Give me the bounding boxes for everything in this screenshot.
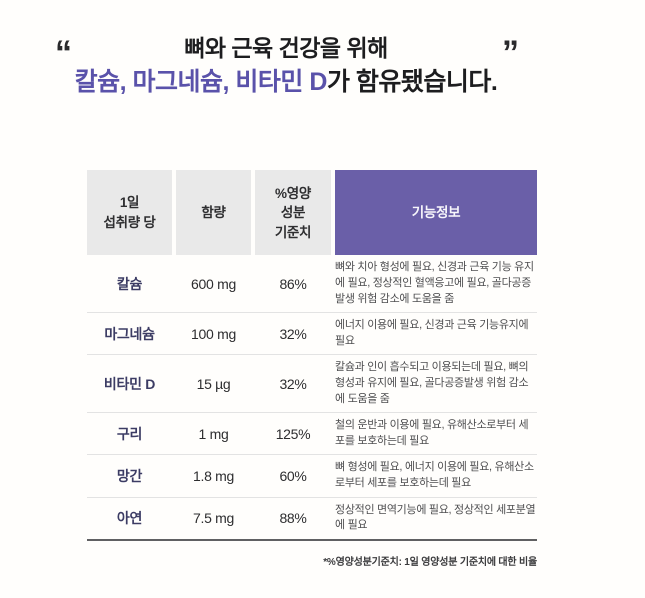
nutrient-amount: 7.5 mg — [193, 510, 234, 527]
row-divider — [87, 354, 537, 356]
close-quote-mark: ” — [502, 34, 519, 72]
table-row-calcium: 칼슘 600 mg 86% 뼈와 치아 형성에 필요, 신경과 근육 기능 유지… — [87, 255, 537, 312]
title-line-2: 칼슘, 마그네슘, 비타민 D가 함유됐습니다. — [55, 66, 517, 99]
nutrient-name: 구리 — [116, 425, 143, 442]
nutrient-amount: 100 mg — [191, 325, 236, 342]
title-line-1: 뼈와 근육 건강을 위해 — [184, 35, 388, 61]
nutrient-daily-value: 86% — [279, 275, 307, 292]
nutrient-amount: 600 mg — [191, 275, 236, 292]
header-per-daily-intake: 1일 섭취량 당 — [87, 170, 172, 256]
row-divider — [87, 454, 537, 456]
table-header-row: 1일 섭취량 당 함량 %영양 성분 기준치 기능정보 — [87, 170, 537, 256]
table-row-copper: 구리 1 mg 125% 철의 운반과 이용에 필요, 유해산소로부터 세포를 … — [87, 413, 537, 454]
header-amount: 함량 — [176, 170, 251, 256]
nutrient-daily-value: 32% — [279, 375, 307, 392]
row-divider — [87, 312, 537, 314]
nutrient-daily-value: 32% — [279, 325, 307, 342]
table-row-manganese: 망간 1.8 mg 60% 뼈 형성에 필요, 에너지 이용에 필요, 유해산소… — [87, 455, 537, 496]
title-block: “ ” 뼈와 근육 건강을 위해 칼슘, 마그네슘, 비타민 D가 함유됐습니다… — [55, 34, 519, 99]
nutrient-name: 칼슘 — [116, 275, 143, 292]
row-divider — [87, 412, 537, 414]
daily-value-footnote: *%영양성분기준치: 1일 영양성분 기준치에 대한 비율 — [323, 556, 537, 568]
nutrient-name: 비타민 D — [103, 375, 156, 392]
nutrient-daily-value: 125% — [275, 425, 311, 442]
title-highlight-nutrients: 칼슘, 마그네슘, 비타민 D — [74, 67, 328, 96]
table-row-magnesium: 마그네슘 100 mg 32% 에너지 이용에 필요, 신경과 근육 기능유지에… — [87, 313, 537, 354]
nutrient-function-info: 철의 운반과 이용에 필요, 유해산소로부터 세포를 보호하는데 필요 — [335, 419, 529, 447]
header-function-info: 기능정보 — [335, 170, 537, 256]
nutrient-function-info: 칼슘과 인이 흡수되고 이용되는데 필요, 뼈의 형성과 유지에 필요, 골다공… — [335, 361, 529, 405]
open-quote-mark: “ — [55, 34, 72, 72]
table-bottom-border — [87, 538, 537, 541]
title-rest: 가 함유됐습니다. — [326, 67, 498, 96]
nutrient-amount: 15 µg — [196, 375, 231, 392]
nutrient-function-info: 정상적인 면역기능에 필요, 정상적인 세포분열에 필요 — [335, 503, 536, 532]
nutrient-function-info: 뼈와 치아 형성에 필요, 신경과 근육 기능 유지에 필요, 정상적인 혈액응… — [335, 261, 534, 305]
nutrient-name: 마그네슘 — [104, 325, 155, 342]
nutrient-function-info: 뼈 형성에 필요, 에너지 이용에 필요, 유해산소로부터 세포를 보호하는데 … — [335, 461, 534, 490]
nutrient-function-info: 에너지 이용에 필요, 신경과 근육 기능유지에 필요 — [335, 319, 529, 347]
header-percent-daily-value: %영양 성분 기준치 — [255, 170, 331, 256]
table-row-vitamin-d: 비타민 D 15 µg 32% 칼슘과 인이 흡수되고 이용되는데 필요, 뼈의… — [87, 355, 537, 412]
nutrient-amount: 1.8 mg — [193, 468, 234, 485]
nutrient-name: 아연 — [116, 510, 143, 527]
nutrient-daily-value: 88% — [279, 510, 307, 527]
row-divider — [87, 496, 537, 498]
table-row-zinc: 아연 7.5 mg 88% 정상적인 면역기능에 필요, 정상적인 세포분열에 … — [87, 498, 537, 539]
nutrient-amount: 1 mg — [198, 425, 229, 442]
nutrition-table: 1일 섭취량 당 함량 %영양 성분 기준치 기능정보 칼슘 600 mg 86… — [87, 170, 537, 541]
nutrient-daily-value: 60% — [279, 468, 307, 485]
nutrient-name: 망간 — [116, 468, 143, 485]
